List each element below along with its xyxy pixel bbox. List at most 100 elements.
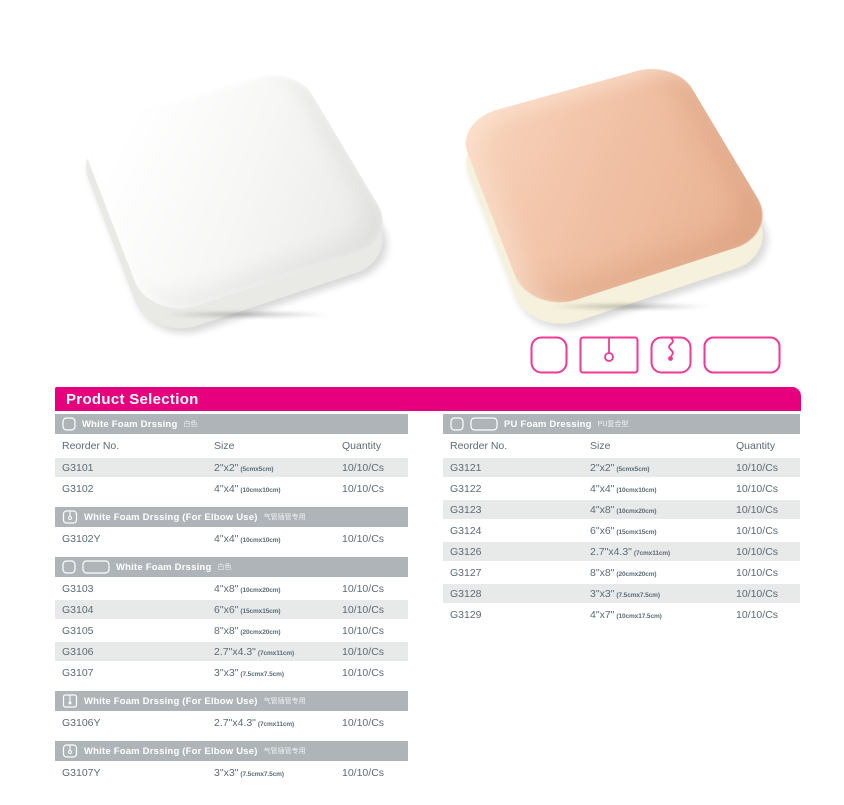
size-inches: 3"x3" (214, 666, 239, 679)
quantity-cell: 10/10/Cs (736, 587, 779, 600)
section-label-chinese: 气管插管专用 (263, 514, 306, 521)
size-inches: 2"x2" (590, 461, 615, 474)
quantity-cell: 10/10/Cs (736, 545, 779, 558)
section-label: White Foam Drssing (For Elbow Use) (84, 745, 258, 757)
table-row: G3101 2"x2" (5cmx5cm) 10/10/Cs (55, 458, 408, 477)
quantity-cell: 10/10/Cs (342, 716, 385, 729)
table-row: G3107Y 3"x3" (7.5cmx7.5cm) 10/10/Cs (55, 763, 408, 782)
size-cm: (10cmx20cm) (240, 586, 281, 594)
size-inches: 4"x8" (214, 582, 239, 595)
table-row: G3107 3"x3" (7.5cmx7.5cm) 10/10/Cs (55, 663, 408, 682)
square-icon (450, 417, 464, 431)
size-inches: 2.7"x4.3" (214, 645, 256, 658)
quantity-cell: 10/10/Cs (736, 566, 779, 579)
col-header-quantity: Quantity (736, 440, 776, 452)
size-cm: (10cmx10cm) (240, 536, 281, 544)
size-cm: (5cmx5cm) (240, 465, 274, 473)
size-cell: 2"x2" (5cmx5cm) (590, 462, 736, 474)
table-row: G3124 6"x6" (15cmx15cm) 10/10/Cs (443, 521, 800, 540)
size-cell: 2"x2" (5cmx5cm) (214, 462, 342, 474)
size-inches: 4"x4" (214, 482, 239, 495)
section-label-chinese: 白色 (183, 421, 198, 428)
column-header-row: Reorder No. Size Quantity (55, 436, 408, 456)
reorder-no-cell: G3122 (450, 482, 482, 495)
pad-shadow (534, 302, 726, 311)
white-foam-pad (75, 66, 399, 342)
col-header-quantity: Quantity (342, 440, 382, 452)
size-inches: 4"x4" (214, 532, 239, 545)
square-tube-dot-icon (62, 694, 78, 708)
table-row: G3103 4"x8" (10cmx20cm) 10/10/Cs (55, 579, 408, 598)
reorder-no-cell: G3127 (450, 566, 482, 579)
square-icon (62, 560, 76, 574)
dressing-shape-icons (530, 336, 781, 374)
reorder-no-cell: G3101 (62, 461, 94, 474)
reorder-no-cell: G3128 (450, 587, 482, 600)
square-icon (62, 417, 76, 431)
table-row: G3104 6"x6" (15cmx15cm) 10/10/Cs (55, 600, 408, 619)
reorder-no-cell: G3107Y (62, 766, 101, 779)
size-inches: 3"x3" (590, 587, 615, 600)
size-inches: 2.7"x4.3" (590, 545, 632, 558)
rounded-square-pad-icon (530, 336, 568, 374)
reorder-no-cell: G3124 (450, 524, 482, 537)
col-header-size: Size (590, 440, 611, 452)
section-label-chinese: 气管插管专用 (263, 748, 306, 755)
size-inches: 4"x4" (590, 482, 615, 495)
reorder-no-cell: G3102 (62, 482, 94, 495)
size-cell: 6"x6" (15cmx15cm) (214, 604, 342, 616)
section-label: White Foam Drssing (116, 561, 212, 573)
col-header-reorder-no: Reorder No. (62, 440, 120, 452)
pu-foam-pad (455, 60, 780, 337)
size-inches: 2.7"x4.3" (214, 716, 256, 729)
reorder-no-cell: G3102Y (62, 532, 101, 545)
reorder-no-cell: G3104 (62, 603, 94, 616)
quantity-cell: 10/10/Cs (342, 624, 385, 637)
quantity-cell: 10/10/Cs (342, 603, 385, 616)
section-header: White Foam Drssing (For Elbow Use) 气管插管专用 (55, 741, 408, 761)
square-tube-icon (62, 510, 78, 524)
section-label-chinese: PU复合型 (597, 421, 629, 428)
reorder-no-cell: G3121 (450, 461, 482, 474)
size-cm: (5cmx5cm) (616, 465, 650, 473)
page-title: Product Selection (66, 390, 199, 408)
size-cell: 4"x7" (10cmx17.5cm) (590, 609, 736, 621)
size-cell: 4"x4" (10cmx10cm) (214, 483, 342, 495)
table-row: G3128 3"x3" (7.5cmx7.5cm) 10/10/Cs (443, 584, 800, 603)
quantity-cell: 10/10/Cs (342, 766, 385, 779)
reorder-no-cell: G3103 (62, 582, 94, 595)
col-header-reorder-no: Reorder No. (450, 440, 508, 452)
table-row: G3127 8"x8" (20cmx20cm) 10/10/Cs (443, 563, 800, 582)
section-label: White Foam Drssing (82, 418, 178, 430)
size-inches: 8"x8" (590, 566, 615, 579)
size-cell: 4"x4" (10cmx10cm) (590, 483, 736, 495)
section-label: White Foam Drssing (For Elbow Use) (84, 695, 258, 707)
size-cm: (15cmx15cm) (240, 607, 281, 615)
table-row: G3106 2.7"x4.3" (7cmx11cm) 10/10/Cs (55, 642, 408, 661)
size-inches: 4"x7" (590, 608, 615, 621)
pu-foam-dressing-image (440, 42, 780, 337)
rect-icon (82, 560, 110, 574)
rect-icon (470, 417, 498, 431)
section-label-chinese: 白色 (217, 564, 232, 571)
size-cm: (7.5cmx7.5cm) (240, 770, 284, 778)
column-header-row: Reorder No. Size Quantity (443, 436, 800, 456)
size-cell: 2.7"x4.3" (7cmx11cm) (214, 646, 342, 658)
quantity-cell: 10/10/Cs (342, 532, 385, 545)
size-cm: (7cmx11cm) (257, 649, 295, 657)
pad-with-wavy-slit-icon (650, 336, 692, 374)
product-selection-header: Product Selection (55, 387, 801, 411)
reorder-no-cell: G3106Y (62, 716, 101, 729)
table-row: G3102 4"x4" (10cmx10cm) 10/10/Cs (55, 479, 408, 498)
wide-rounded-rect-pad-icon (703, 336, 781, 374)
quantity-cell: 10/10/Cs (736, 482, 779, 495)
quantity-cell: 10/10/Cs (342, 666, 385, 679)
quantity-cell: 10/10/Cs (736, 524, 779, 537)
square-tube-icon (62, 744, 78, 758)
size-cell: 4"x8" (10cmx20cm) (214, 583, 342, 595)
col-header-size: Size (214, 440, 235, 452)
size-cm: (15cmx15cm) (616, 528, 657, 536)
size-cell: 3"x3" (7.5cmx7.5cm) (214, 767, 342, 779)
quantity-cell: 10/10/Cs (736, 503, 779, 516)
